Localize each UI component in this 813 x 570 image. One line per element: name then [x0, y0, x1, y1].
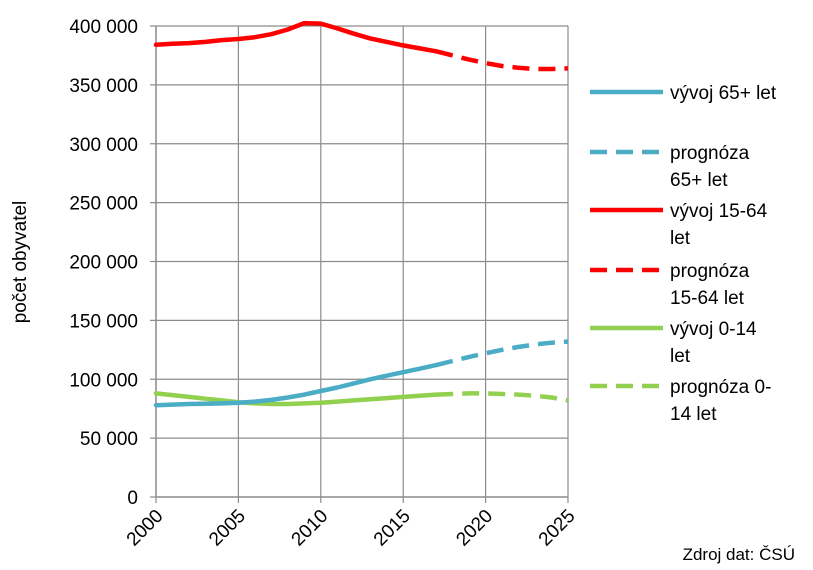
source-note: Zdroj dat: ČSÚ	[683, 545, 795, 564]
x-tick-label: 2015	[370, 506, 415, 551]
y-tick-label: 50 000	[80, 429, 138, 450]
y-tick-label: 250 000	[69, 194, 138, 215]
legend-label: let	[670, 346, 691, 367]
series-line	[153, 391, 439, 407]
y-tick-label: 100 000	[69, 370, 138, 391]
series-line	[435, 339, 569, 368]
series-lines	[153, 20, 569, 408]
legend-label: 15-64 let	[670, 288, 745, 309]
series-line	[435, 49, 569, 72]
axes	[150, 25, 569, 503]
y-tick-label: 0	[127, 488, 138, 509]
y-tick-label: 200 000	[69, 253, 138, 274]
series-line	[153, 20, 439, 54]
legend-label: prognóza	[670, 261, 750, 282]
legend-label: prognóza	[670, 143, 750, 164]
y-tick-label: 350 000	[69, 76, 138, 97]
y-tick-label: 400 000	[69, 17, 138, 38]
series-line	[436, 391, 569, 403]
legend-label: prognóza 0-	[670, 377, 771, 398]
x-tick-label: 2010	[288, 506, 333, 551]
x-tick-label: 2000	[123, 506, 168, 551]
legend-label: let	[670, 228, 691, 249]
x-tick-label: 2005	[205, 506, 250, 551]
y-tick-label: 300 000	[69, 135, 138, 156]
x-tick-label: 2020	[452, 506, 497, 551]
legend-label: vývoj 0-14	[670, 319, 757, 340]
y-tick-label: 150 000	[69, 311, 138, 332]
legend-label: vývoj 65+ let	[670, 83, 777, 104]
gridlines	[155, 25, 569, 497]
legend: vývoj 65+ let prognóza 65+ let vývoj 15-64 l…	[590, 83, 777, 425]
x-tick-labels: 2000 2005 2010 2015 2020 2025	[123, 506, 580, 551]
series-line	[153, 362, 439, 408]
legend-label: vývoj 15-64	[670, 201, 768, 222]
y-axis-label: počet obyvatel	[10, 201, 31, 324]
x-tick-label: 2025	[535, 506, 580, 551]
y-tick-labels: 0 50 000 100 000 150 000 200 000 250 000 300 0…	[69, 17, 138, 509]
legend-label: 14 let	[670, 404, 717, 425]
legend-label: 65+ let	[670, 170, 728, 191]
